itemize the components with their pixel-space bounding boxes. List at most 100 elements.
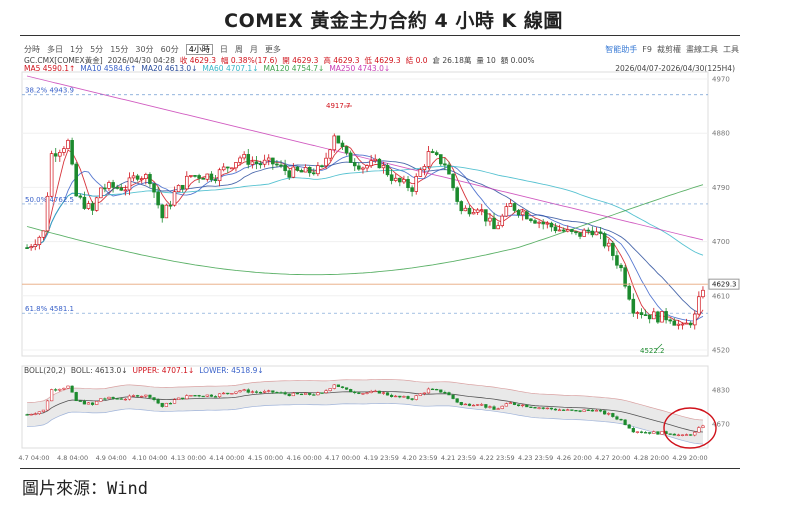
boll-candle-body [545, 407, 549, 410]
candle-body [639, 312, 644, 316]
period-tab-3[interactable]: 5分 [90, 45, 104, 54]
y-tick-label-1: 4880 [712, 130, 730, 138]
boll-candle-body [660, 431, 664, 435]
boll-candle-body [119, 398, 123, 400]
candle-body [144, 174, 148, 179]
x-tick-label-11: 4.21 23:59 [441, 454, 476, 462]
boll-candle-body [586, 409, 590, 411]
boll-candle-body [451, 394, 455, 399]
candle-body [295, 166, 300, 171]
candle-body [508, 203, 513, 207]
tool-button-0[interactable]: 智能助手 [605, 45, 638, 54]
boll-candle-body [398, 395, 402, 398]
fib-label-0: 38.2% 4943.9 [25, 87, 74, 95]
x-tick-label-8: 4.17 00:00 [325, 454, 360, 462]
candle-body [672, 320, 677, 326]
source-credit: 圖片來源：Wind [22, 479, 148, 499]
boll-candle-body [304, 392, 308, 395]
candle-body [94, 197, 99, 211]
candle-body [340, 142, 345, 147]
candle-body [230, 167, 234, 170]
period-tab-0[interactable]: 分時 [24, 45, 40, 54]
candle-body [565, 229, 570, 232]
boll-candle-body [369, 391, 373, 393]
boll-candle-body [62, 387, 66, 390]
period-tab-7[interactable]: 4小時 [185, 44, 213, 55]
tool-button-4[interactable]: 工具 [723, 45, 739, 54]
boll-candle-body [66, 385, 70, 389]
x-tick-label-6: 4.15 00:00 [248, 454, 283, 462]
candle-body [139, 178, 144, 180]
boll-candle-body [570, 409, 574, 411]
period-tab-2[interactable]: 1分 [70, 45, 84, 54]
boll-candle-body [557, 409, 562, 411]
candle-body [627, 285, 632, 300]
candle-body [160, 204, 165, 219]
candle-body [205, 173, 210, 180]
candle-body [459, 201, 464, 212]
boll-band [27, 379, 703, 444]
title-rule [20, 35, 740, 36]
candle-body [492, 217, 496, 230]
candle-body [504, 206, 509, 217]
candle-body [58, 152, 62, 157]
period-tab-10[interactable]: 月 [249, 45, 258, 54]
boll-candle-body [652, 431, 656, 434]
candle-body [582, 229, 586, 237]
boll-candle-body [402, 396, 406, 398]
boll-candle-body [95, 401, 99, 405]
candle-body [680, 323, 685, 326]
boll-candle-body [598, 410, 603, 412]
period-tab-1[interactable]: 多日 [47, 45, 63, 54]
x-tick-label-1: 4.8 04:00 [57, 454, 88, 462]
boll-lower-line [27, 403, 703, 445]
period-tab-11[interactable]: 更多 [264, 45, 281, 54]
candle-body [291, 166, 296, 178]
boll-candle-body [336, 384, 340, 387]
boll-candle-body [103, 398, 107, 400]
symbol-label: GC.CMX[COMEX黃金] [24, 56, 103, 65]
candle-body [520, 211, 525, 216]
candle-body [570, 229, 574, 232]
candle-body [500, 215, 505, 226]
candle-body [430, 151, 435, 153]
boll-candle-body [525, 404, 529, 408]
candle-body [463, 207, 468, 212]
boll-candle-body [148, 394, 152, 398]
candle-body [193, 175, 197, 177]
candle-body [37, 236, 42, 246]
boll-candle-body [136, 395, 140, 397]
candle-body [164, 204, 169, 219]
candle-body [361, 167, 365, 170]
period-tab-5[interactable]: 30分 [135, 45, 154, 54]
period-tab-9[interactable]: 周 [234, 45, 243, 54]
tool-button-2[interactable]: 裁剪權 [657, 45, 681, 54]
y-tick-label-3: 4700 [712, 238, 730, 246]
peak-label: 4917.7 [326, 102, 351, 110]
boll-mid-value: BOLL: 4613.0↓ [70, 366, 128, 375]
boll-candle-body [406, 396, 410, 399]
candle-body [529, 218, 533, 221]
boll-candle-body [86, 402, 91, 405]
period-tab-6[interactable]: 60分 [160, 45, 179, 54]
boll-candle-body [291, 392, 295, 397]
y-tick-label-5: 4520 [712, 346, 730, 354]
tool-button-3[interactable]: 畫線工具 [686, 45, 718, 54]
boll-candle-body [328, 388, 332, 391]
candle-body [70, 140, 74, 165]
candle-body [316, 165, 320, 175]
boll-candle-body [37, 411, 41, 414]
boll-upper-value: UPPER: 4707.1↓ [132, 366, 195, 375]
period-tab-8[interactable]: 日 [219, 45, 228, 54]
footer-rule [20, 468, 740, 469]
boll-candle-body [377, 390, 381, 394]
quote-field-3: 高 4629.3 [323, 56, 360, 65]
last-price-label: 4629.3 [712, 281, 737, 289]
period-tab-4[interactable]: 15分 [110, 45, 129, 54]
candle-body [541, 221, 545, 225]
tool-button-1[interactable]: F9 [642, 45, 652, 54]
candle-body [45, 195, 50, 232]
x-tick-label-13: 4.23 23:59 [518, 454, 553, 462]
boll-candle-body [226, 392, 230, 395]
candle-body [619, 264, 623, 269]
